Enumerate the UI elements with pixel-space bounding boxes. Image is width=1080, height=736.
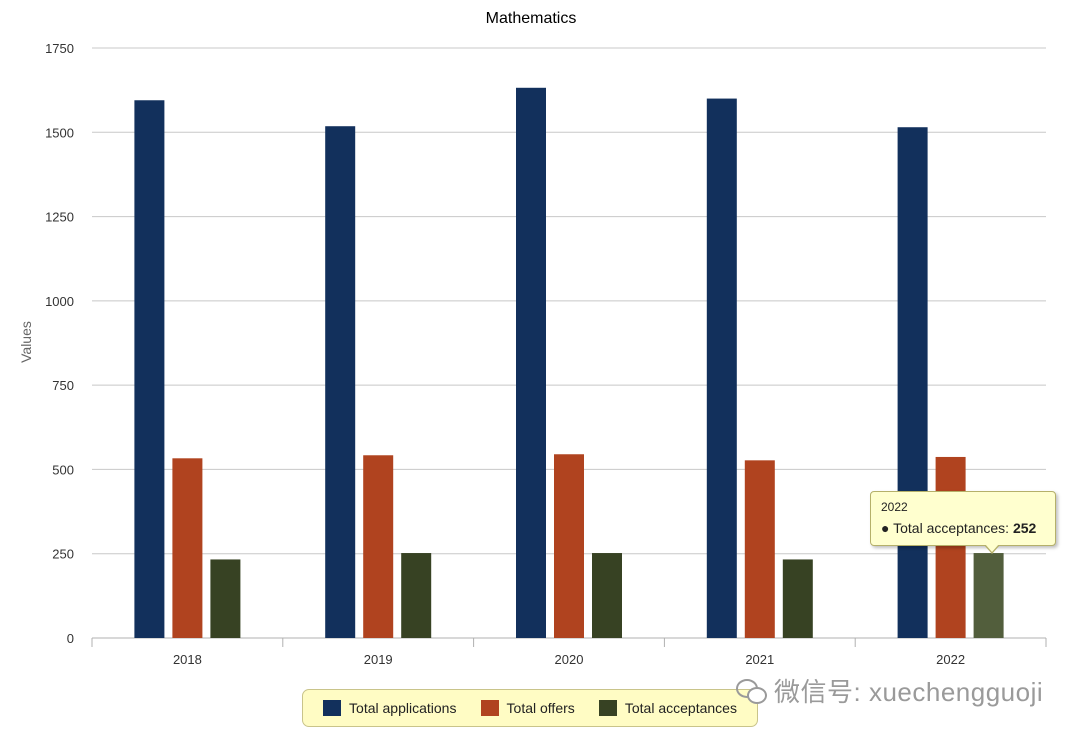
bar-total-offers-2022[interactable] [935, 456, 966, 638]
tooltip-bullet-icon: ● [881, 520, 890, 536]
y-tick-label: 1000 [45, 294, 74, 309]
x-tick-label: 2021 [745, 652, 774, 667]
bar-total-applications-2021[interactable] [706, 98, 737, 639]
y-tick-label: 1250 [45, 210, 74, 225]
wechat-icon [736, 678, 767, 704]
legend-item[interactable]: Total applications [323, 700, 456, 716]
tooltip: 2022 ● Total acceptances: 252 [870, 491, 1056, 554]
legend-item[interactable]: Total offers [480, 700, 575, 716]
x-tick-label: 2022 [936, 652, 965, 667]
bar-total-offers-2020[interactable] [554, 454, 584, 638]
legend-item[interactable]: Total acceptances [598, 700, 737, 716]
legend-label: Total applications [349, 700, 457, 716]
bar-total-acceptances-2021[interactable] [782, 559, 813, 638]
watermark: 微信号: xuechengguoji [736, 672, 1043, 709]
y-tick-label: 1500 [45, 125, 74, 140]
watermark-text: 微信号: xuechengguoji [774, 677, 1044, 707]
grid-lines [91, 47, 1047, 647]
bar-total-acceptances-2020[interactable] [592, 553, 622, 638]
bar-total-offers-2019[interactable] [363, 455, 394, 638]
bar-total-applications-2018[interactable] [134, 100, 165, 638]
y-axis-ticks: 0 250 500 750 1000 1250 1500 1750 [45, 41, 74, 646]
legend-swatch [480, 700, 499, 716]
bar-total-applications-2020[interactable] [516, 87, 546, 639]
x-tick-label: 2019 [364, 652, 393, 667]
bars [134, 87, 1004, 639]
x-tick-label: 2020 [555, 652, 584, 667]
bar-total-applications-2019[interactable] [325, 126, 356, 639]
y-tick-label: 250 [52, 547, 74, 562]
bar-total-acceptances-2019[interactable] [401, 553, 432, 638]
y-tick-label: 0 [67, 631, 74, 646]
chart-title: Mathematics [486, 10, 577, 27]
y-tick-label: 500 [52, 462, 74, 477]
legend-swatch [598, 700, 617, 716]
tooltip-value: 252 [1012, 520, 1037, 536]
bar-total-applications-2022[interactable] [897, 127, 928, 638]
legend-label: Total offers [506, 700, 575, 716]
legend: Total applications Total offers Total acce… [302, 689, 758, 727]
y-tick-label: 1750 [45, 41, 74, 56]
y-tick-label: 750 [52, 378, 74, 393]
tooltip-pointer [984, 544, 1000, 554]
bar-total-acceptances-2018[interactable] [210, 559, 241, 638]
bar-total-acceptances-2022[interactable] [973, 553, 1004, 638]
bar-total-offers-2021[interactable] [744, 460, 775, 638]
legend-label: Total acceptances [624, 700, 737, 716]
x-tick-label: 2018 [173, 652, 202, 667]
bar-total-offers-2018[interactable] [172, 458, 203, 638]
legend-swatch [323, 700, 342, 716]
x-axis-ticks: 2018 2019 2020 2021 2022 [173, 652, 965, 667]
tooltip-line: ● Total acceptances: 252 [881, 520, 1045, 536]
tooltip-title: 2022 [881, 500, 908, 514]
tooltip-label: Total acceptances: [893, 520, 1010, 536]
y-axis-label: Values [18, 321, 34, 363]
